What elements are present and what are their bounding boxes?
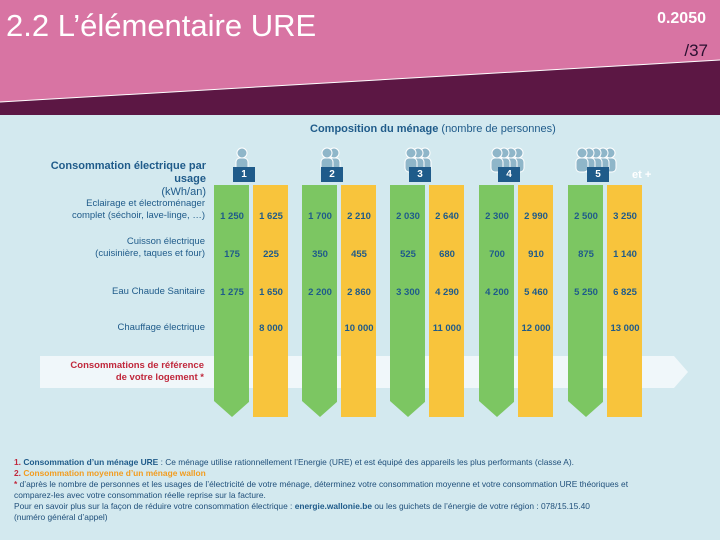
- note-3b: comparez-les avec votre consommation rée…: [14, 490, 266, 500]
- row-label-lighting: Eclairage et électroménager complet (séc…: [71, 198, 205, 221]
- pillar-avg-2: [341, 185, 376, 417]
- pillar-avg-4: [518, 185, 553, 417]
- household-size-badge: 3: [409, 167, 431, 182]
- slide-header: 2.2 L’élémentaire URE 0.2050 /37: [0, 0, 720, 115]
- value-ure: 2 200: [308, 287, 332, 298]
- value-ure: 5 250: [574, 287, 598, 298]
- value-ure: 2 500: [574, 211, 598, 222]
- household-size-badge: 4: [498, 167, 520, 182]
- household-size-badge: 5: [587, 167, 609, 182]
- header-background: [0, 0, 720, 115]
- note-4: Pour en savoir plus sur la façon de rédu…: [14, 501, 590, 511]
- pillar-ure-5: [568, 185, 603, 417]
- value-average: 8 000: [259, 323, 283, 334]
- value-ure: 175: [224, 249, 240, 260]
- value-average: 2 990: [524, 211, 548, 222]
- row-label-hot-water: Eau Chaude Sanitaire: [112, 286, 205, 297]
- value-average: 1 625: [259, 211, 283, 222]
- energie-link[interactable]: energie.wallonie.be: [294, 501, 372, 511]
- value-average: 1 140: [613, 249, 637, 260]
- value-average: 12 000: [521, 323, 551, 334]
- value-average: 2 210: [347, 211, 371, 222]
- value-ure: 4 200: [485, 287, 509, 298]
- household-size-badge: 2: [321, 167, 343, 182]
- value-average: 2 640: [435, 211, 459, 222]
- value-ure: 1 250: [220, 211, 244, 222]
- value-average: 455: [351, 249, 367, 260]
- value-ure: 2 030: [396, 211, 420, 222]
- note-3: * d’après le nombre de personnes et les …: [14, 479, 629, 489]
- value-average: 13 000: [610, 323, 640, 334]
- note-2: 2. Consommation moyenne d’un ménage wall…: [14, 468, 206, 478]
- value-ure: 875: [578, 249, 594, 260]
- footnotes: 1. Consommation d’un ménage URE : Ce mén…: [14, 457, 704, 523]
- pillar-avg-1: [253, 185, 288, 417]
- pillar-ure-2: [302, 185, 337, 417]
- value-ure: 1 700: [308, 211, 332, 222]
- pillar-avg-3: [429, 185, 464, 417]
- value-ure: 1 275: [220, 287, 244, 298]
- et-plus-label: et +: [632, 169, 652, 181]
- value-average: 225: [263, 249, 279, 260]
- household-size-badge: 1: [233, 167, 255, 182]
- slide-title: 2.2 L’élémentaire URE: [6, 8, 317, 43]
- value-average: 3 250: [613, 211, 637, 222]
- value-average: 4 290: [435, 287, 459, 298]
- pillar-ure-4: [479, 185, 514, 417]
- consumption-title: Consommation électrique par usage (kWh/a…: [50, 160, 206, 198]
- value-average: 6 825: [613, 287, 637, 298]
- value-average: 2 860: [347, 287, 371, 298]
- value-ure: 700: [489, 249, 505, 260]
- row-label-cooking: Cuisson électrique (cuisinière, taques e…: [95, 236, 205, 259]
- value-ure: 3 300: [396, 287, 420, 298]
- pillar-ure-1: [214, 185, 249, 417]
- value-average: 10 000: [344, 323, 374, 334]
- value-average: 1 650: [259, 287, 283, 298]
- value-average: 5 460: [524, 287, 548, 298]
- composition-title: Composition du ménage (nombre de personn…: [310, 123, 556, 135]
- value-average: 910: [528, 249, 544, 260]
- value-average: 11 000: [432, 323, 462, 334]
- value-ure: 2 300: [485, 211, 509, 222]
- person-2-icon: [320, 147, 340, 173]
- note-5: (numéro général d’appel): [14, 512, 108, 522]
- value-ure: 525: [400, 249, 416, 260]
- value-ure: 350: [312, 249, 328, 260]
- slide-page-number: /37: [684, 41, 708, 60]
- note-1: 1. Consommation d’un ménage URE : Ce mén…: [14, 457, 574, 467]
- pillar-avg-5: [607, 185, 642, 417]
- consumption-infographic: Composition du ménage (nombre de personn…: [0, 115, 720, 540]
- slide-code: 0.2050: [657, 10, 706, 27]
- value-average: 680: [439, 249, 455, 260]
- pillar-ure-3: [390, 185, 425, 417]
- reference-label: Consommations de référence de votre loge…: [70, 360, 204, 383]
- row-label-heating: Chauffage électrique: [117, 322, 206, 333]
